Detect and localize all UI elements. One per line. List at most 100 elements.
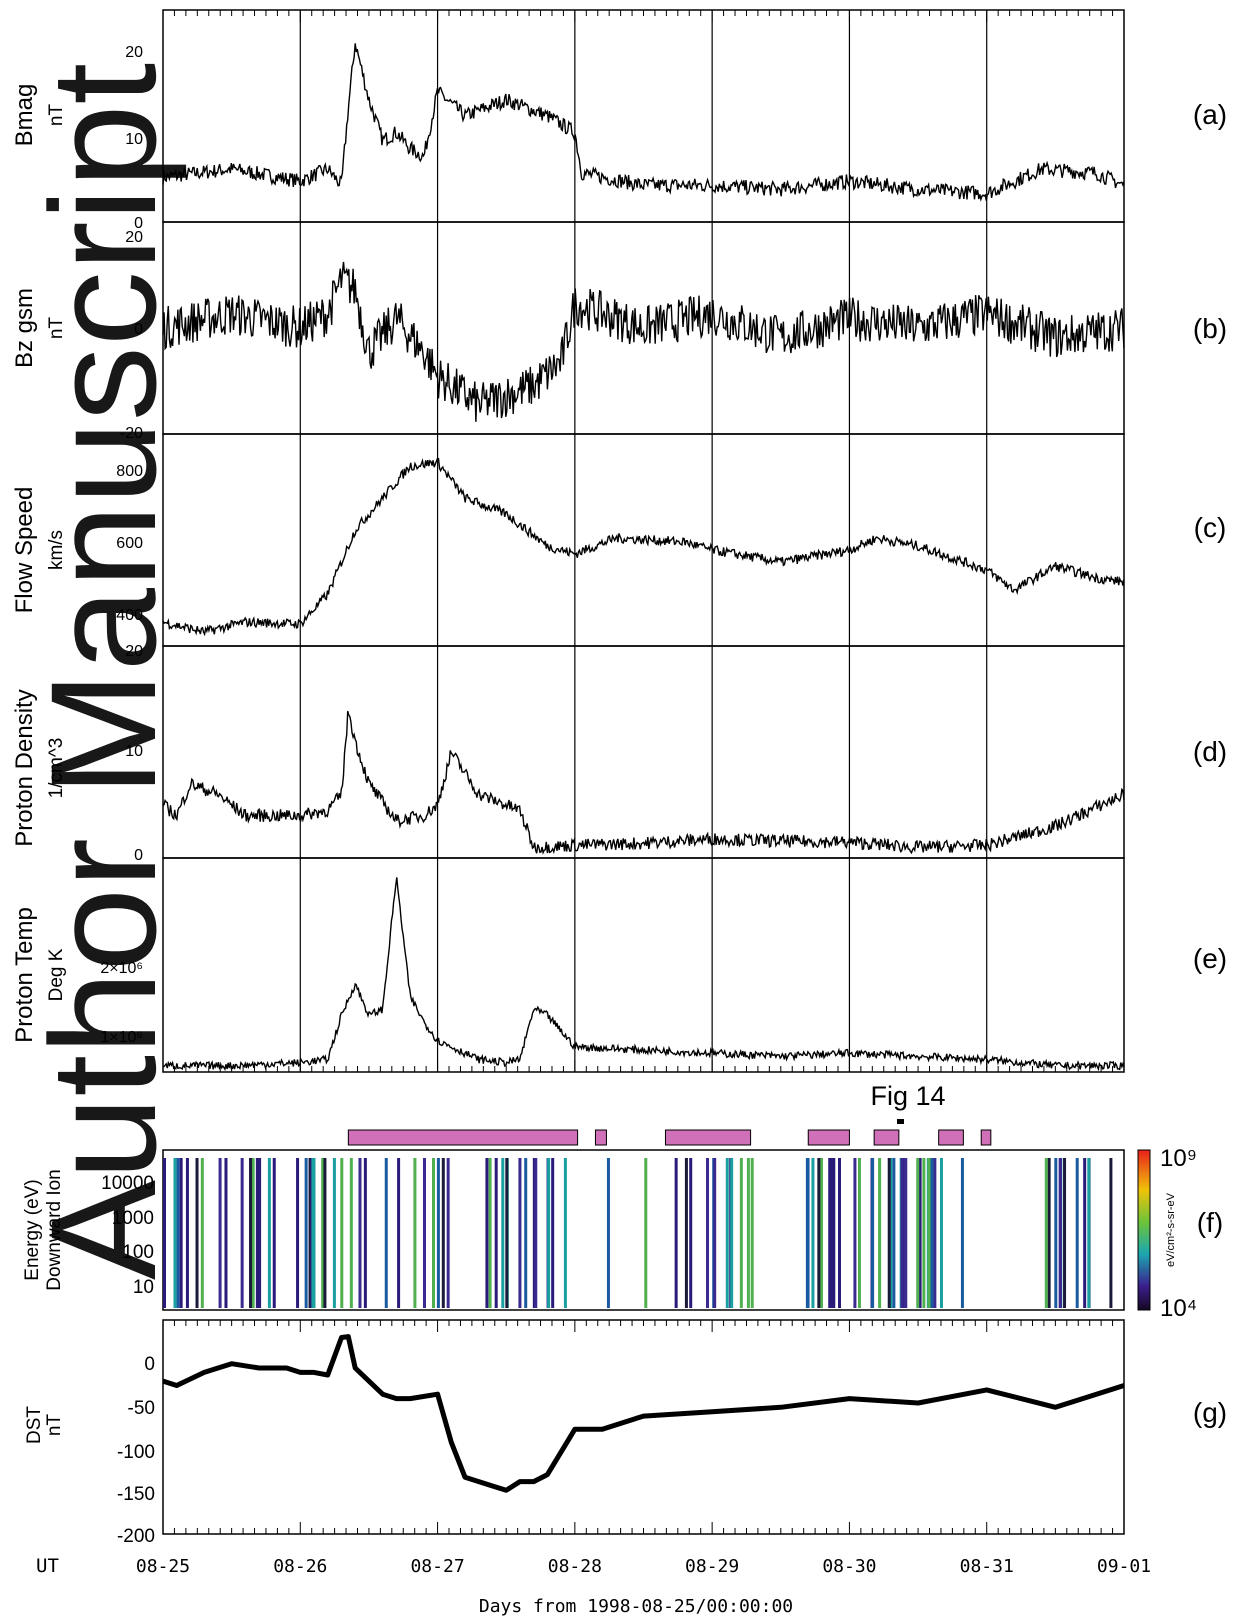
panel-e: Proton Temp Deg K 2×10⁶ 1×10⁶ (e) <box>11 857 1227 1073</box>
spectrogram-stripe <box>173 1158 177 1308</box>
spectrogram-stripe <box>321 1158 325 1308</box>
panel-e-series-line <box>162 877 1125 1072</box>
panel-a-tick-0: 20 <box>125 44 143 61</box>
panel-f-tick-0: 10000 <box>101 1173 154 1194</box>
spectrogram-stripe <box>251 1158 255 1308</box>
spectrogram-stripe <box>494 1158 498 1308</box>
spectrogram-stripe <box>413 1158 417 1308</box>
spectrogram-stripe <box>432 1158 436 1308</box>
spectrogram-stripe <box>422 1158 426 1308</box>
spectrogram-stripe <box>185 1158 189 1308</box>
spectrogram-stripe <box>249 1158 253 1308</box>
spectrogram-stripe <box>878 1158 882 1308</box>
panel-e-yunit: Deg K <box>46 948 67 1001</box>
spectrogram-stripe <box>853 1158 857 1308</box>
spectrogram-stripe <box>179 1158 183 1308</box>
panel-a-tick-1: 10 <box>125 131 143 148</box>
panel-e-tick-1: 1×10⁶ <box>100 1029 143 1046</box>
panel-b-series-line <box>162 261 1125 422</box>
spectrogram-stripe <box>713 1158 717 1308</box>
panel-c-label: (c) <box>1194 512 1227 543</box>
spectrogram-stripe <box>828 1158 832 1308</box>
spectrogram-stripe <box>1054 1158 1058 1308</box>
spectrogram-stripe <box>1058 1158 1062 1308</box>
ut-label: UT <box>36 1555 59 1577</box>
spectrogram-stripe <box>384 1158 388 1308</box>
interval-marker-bar <box>873 1129 900 1146</box>
spectrogram-stripe <box>730 1158 734 1308</box>
spectrogram-stripe <box>501 1158 505 1308</box>
x-tick-label: 08-31 <box>960 1556 1014 1577</box>
spectrogram-stripe <box>436 1158 440 1308</box>
spectrogram-stripe <box>200 1158 204 1308</box>
spectrogram-stripe <box>857 1158 861 1308</box>
panel-c-series-line <box>162 457 1125 637</box>
spectrogram-stripe <box>811 1158 815 1308</box>
colorbar-unit-label: eV/cm²-s-sr-eV <box>1165 1192 1177 1267</box>
spectrogram-stripe <box>1109 1158 1113 1308</box>
panel-g-tick-2: -100 <box>117 1442 155 1463</box>
panel-d-tick-1: 10 <box>125 743 143 760</box>
panel-c-yunit: km/s <box>46 530 67 570</box>
panel-b-ylabel: Bz gsm <box>11 288 38 368</box>
spectrogram-stripe <box>889 1158 893 1308</box>
spectrogram-stripe <box>837 1158 841 1308</box>
panel-g-series-line <box>162 1334 1125 1493</box>
panel-e-label: (e) <box>1193 943 1227 974</box>
panel-b-tick-0: 20 <box>125 229 143 246</box>
panel-a-tick-2: 0 <box>134 215 143 232</box>
spectrogram-stripe <box>547 1158 551 1308</box>
x-axis-title: Days from 1998-08-25/00:00:00 <box>479 1596 793 1617</box>
x-tick-label: 08-26 <box>273 1556 327 1577</box>
spectrogram-stripe <box>534 1158 538 1308</box>
spectrogram-stripe <box>1087 1158 1091 1308</box>
spectrogram-stripe <box>933 1158 937 1308</box>
spectrogram-stripe <box>887 1158 891 1308</box>
panel-f: Energy (eV) Downward Ion 10000 1000 100 … <box>22 1145 1223 1322</box>
panel-g-tick-0: 0 <box>144 1354 155 1375</box>
spectrogram-stripe <box>922 1158 926 1308</box>
panel-d-series-line <box>162 710 1125 855</box>
panel-a-series-line <box>162 43 1125 202</box>
panel-f-ylabel: Energy (eV) <box>22 1179 43 1280</box>
x-tick-label: 08-29 <box>685 1556 739 1577</box>
panel-c-tick-2: 400 <box>116 607 143 624</box>
spectrogram-stripe <box>441 1158 445 1308</box>
fig14-annotation: Fig 14 <box>870 1081 945 1111</box>
spectrogram-stripe <box>817 1158 821 1308</box>
spectrogram-stripe <box>224 1158 228 1308</box>
panel-g-tick-1: -50 <box>128 1398 155 1419</box>
spectrogram-stripe <box>684 1158 688 1308</box>
spectrogram-stripe <box>1044 1158 1048 1308</box>
spectrogram-stripe <box>1063 1158 1067 1308</box>
spectrogram-stripe <box>349 1158 353 1308</box>
spectrogram-stripe <box>706 1158 710 1308</box>
watermark-text: Author Manuscript <box>19 63 187 1280</box>
interval-marker-bar <box>980 1129 992 1146</box>
panel-g-ylabel: DST <box>24 1406 45 1444</box>
spectrogram-stripe <box>176 1158 180 1308</box>
x-tick-labels: 08-25 08-26 08-27 08-28 08-29 08-30 08-31 09-01 <box>136 1556 1151 1577</box>
colorbar-top-label: 10⁹ <box>1160 1145 1197 1172</box>
panel-d-frame <box>162 645 1125 859</box>
x-tick-label: 09-01 <box>1097 1556 1151 1577</box>
panel-g-tick-3: -150 <box>117 1484 155 1505</box>
x-tick-label: 08-27 <box>410 1556 464 1577</box>
x-tick-label: 08-25 <box>136 1556 190 1577</box>
interval-marker-bar <box>594 1129 607 1146</box>
panel-d-label: (d) <box>1193 736 1227 767</box>
x-tick-label: 08-30 <box>822 1556 876 1577</box>
spectrogram-stripe <box>739 1158 743 1308</box>
spectrogram-stripe <box>163 1158 167 1308</box>
panel-e-tick-0: 2×10⁶ <box>100 960 143 977</box>
spectrogram-stripe <box>272 1158 276 1308</box>
spectrogram-stripe <box>358 1158 362 1308</box>
panel-b-tick-1: 0 <box>134 321 143 338</box>
colorbar <box>1137 1149 1151 1311</box>
spectrogram-stripe <box>644 1158 648 1308</box>
spectrogram-stripe <box>939 1158 943 1308</box>
spectrogram-stripe <box>240 1158 244 1308</box>
spectrogram-stripe <box>871 1158 875 1308</box>
panel-c: Flow Speed km/s 800 600 400 (c) <box>11 433 1227 647</box>
spectrogram-stripe <box>340 1158 344 1308</box>
